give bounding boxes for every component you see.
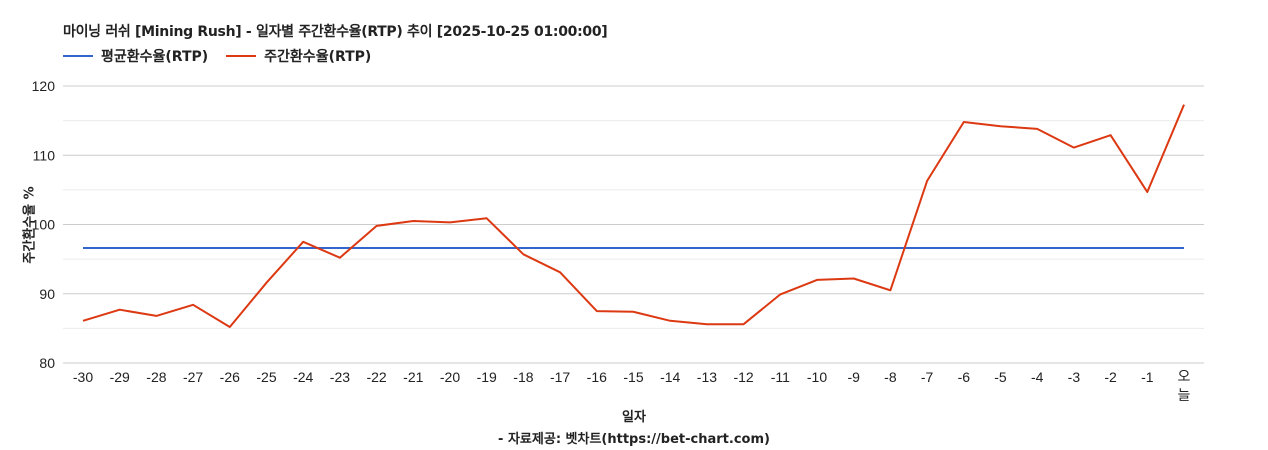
x-tick-label: -23 <box>330 369 350 385</box>
legend: 평균환수율(RTP) 주간환수율(RTP) <box>63 46 389 66</box>
x-tick-label: 늘 <box>1178 387 1191 403</box>
x-tick-label: -14 <box>660 369 680 385</box>
x-tick-label: -13 <box>697 369 717 385</box>
legend-swatch-weekly-icon <box>226 55 257 57</box>
y-tick-label: 110 <box>33 147 56 163</box>
x-tick-label: -5 <box>994 369 1007 385</box>
legend-label-average: 평균환수율(RTP) <box>101 49 209 65</box>
chart-title: 마이닝 러쉬 [Mining Rush] - 일자별 주간환수율(RTP) 추이… <box>63 24 608 40</box>
series-line-weekly[interactable] <box>82 104 1185 328</box>
x-tick-label: -22 <box>366 369 386 385</box>
x-tick-label: -9 <box>847 369 860 385</box>
x-tick-label: -26 <box>220 369 240 385</box>
x-tick-label: -20 <box>440 369 460 385</box>
x-tick-label: -27 <box>183 369 203 385</box>
x-tick-label: -8 <box>884 369 897 385</box>
x-tick-label: 오 <box>1178 368 1191 384</box>
x-tick-label: -3 <box>1068 369 1081 385</box>
x-tick-label: -2 <box>1104 369 1117 385</box>
x-tick-label: -1 <box>1141 369 1154 385</box>
x-tick-label: -15 <box>623 369 643 385</box>
source-credit: - 자료제공: 벳차트(https://bet-chart.com) <box>498 432 770 447</box>
x-tick-label: -21 <box>403 369 423 385</box>
legend-item-weekly[interactable]: 주간환수율(RTP) <box>226 46 371 66</box>
x-tick-label: -12 <box>733 369 753 385</box>
x-tick-label: -29 <box>110 369 130 385</box>
x-tick-label: -28 <box>146 369 166 385</box>
x-tick-label: -18 <box>513 369 533 385</box>
x-tick-label: -16 <box>587 369 607 385</box>
x-tick-label: -6 <box>958 369 971 385</box>
y-tick-label: 100 <box>32 217 56 233</box>
x-tick-label: -10 <box>807 369 827 385</box>
y-tick-label: 90 <box>39 286 55 302</box>
x-tick-label: -11 <box>771 369 790 385</box>
y-axis-label: 주간환수율 % <box>22 186 38 264</box>
y-tick-label: 80 <box>39 355 55 371</box>
x-tick-label: -7 <box>921 369 934 385</box>
x-tick-label: -25 <box>256 369 276 385</box>
x-axis-label: 일자 <box>622 410 646 425</box>
x-tick-label: -19 <box>477 369 497 385</box>
x-tick-label: -4 <box>1031 369 1044 385</box>
legend-swatch-average-icon <box>63 55 93 57</box>
x-tick-label: -30 <box>73 369 93 385</box>
legend-label-weekly: 주간환수율(RTP) <box>264 49 372 65</box>
x-tick-label: -17 <box>550 369 570 385</box>
x-tick-label: -24 <box>293 369 313 385</box>
legend-item-average[interactable]: 평균환수율(RTP) <box>63 46 208 66</box>
y-tick-label: 120 <box>32 78 56 94</box>
